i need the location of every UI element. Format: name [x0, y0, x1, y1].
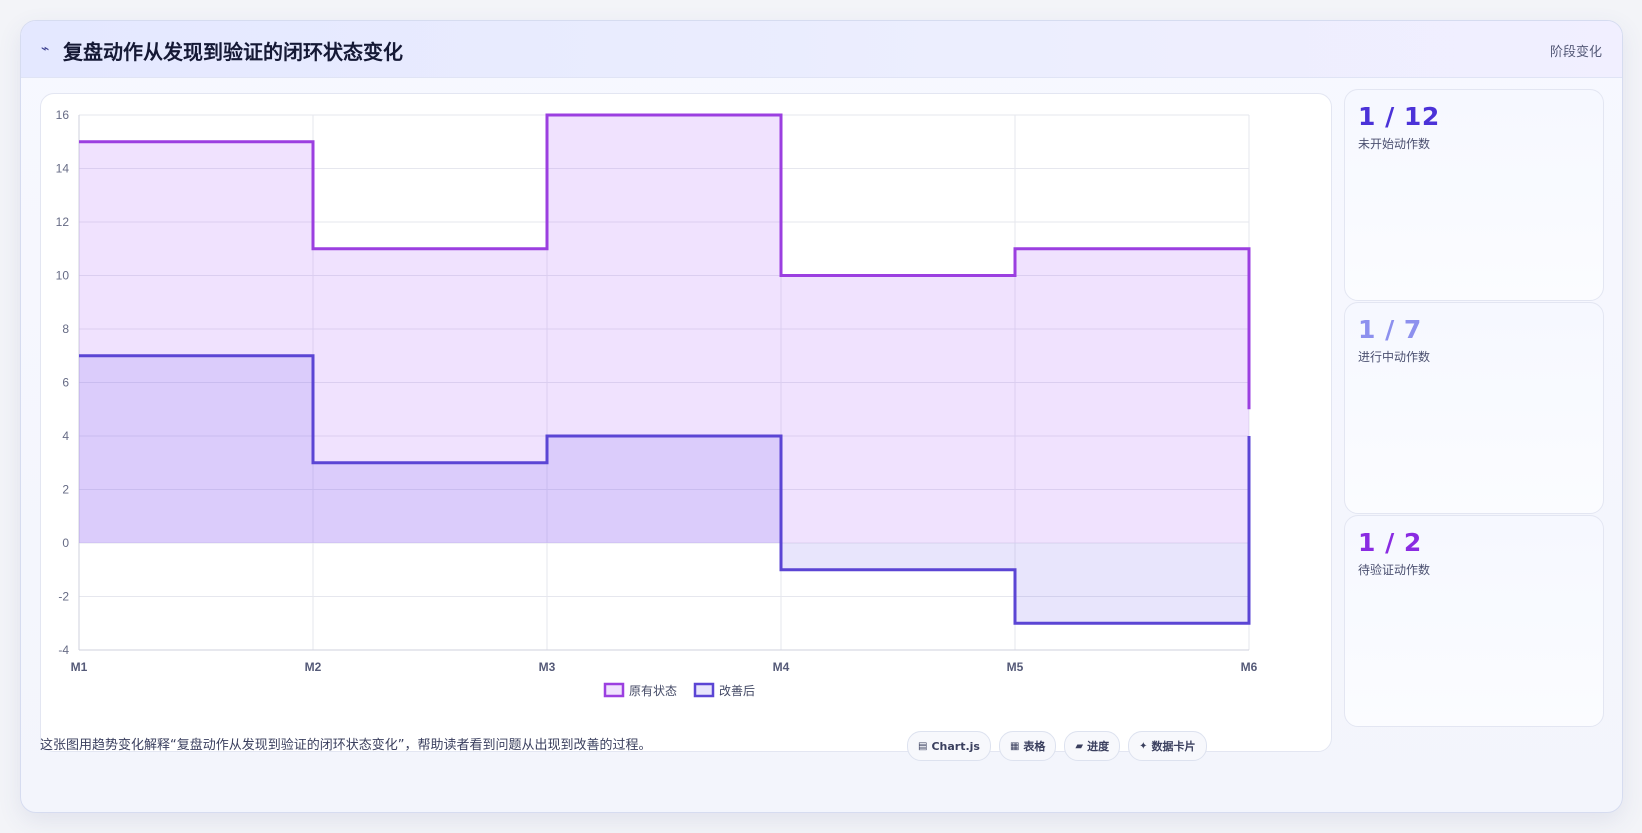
- y-tick-label: 16: [56, 108, 70, 122]
- chip-progress[interactable]: ▰ 进度: [1064, 731, 1121, 761]
- x-tick-label: M2: [305, 660, 322, 674]
- chart-card: ⌁ 复盘动作从发现到验证的闭环状态变化 阶段变化 -4 -2 0 2 4 6 8 10 12 14…: [20, 20, 1623, 813]
- stat-value: 1 / 12: [1358, 102, 1440, 131]
- stat-value: 1 / 2: [1358, 528, 1422, 557]
- legend-swatch: [603, 682, 625, 698]
- y-tick-label: 2: [62, 483, 69, 497]
- x-tick-label: M4: [773, 660, 790, 674]
- chip-label: 表格: [1023, 740, 1046, 753]
- step-area-chart: -4 -2 0 2 4 6 8 10 12 14 16 M1 M2 M3 M4 M5 M6 原有状态 改善后: [56, 108, 1258, 698]
- chip-bar: ▤ Chart.js ▦ 表格 ▰ 进度 ✦ 数据卡片: [907, 731, 1207, 761]
- series-line-0: [79, 113, 1251, 410]
- chart-line-icon: ⌁: [41, 41, 50, 57]
- chip-chartjs[interactable]: ▤ Chart.js: [907, 731, 991, 761]
- table-icon: ▦: [1009, 740, 1020, 752]
- y-tick-label: 6: [62, 376, 69, 390]
- chip-label: 数据卡片: [1151, 740, 1196, 753]
- chart-icon: ▤: [918, 740, 928, 752]
- card-title: 复盘动作从发现到验证的闭环状态变化: [63, 40, 403, 64]
- chart-panel: -4 -2 0 2 4 6 8 10 12 14 16 M1 M2 M3 M4 M5 M6 原有状态 改善后: [40, 93, 1332, 752]
- chip-label: Chart.js: [931, 739, 980, 753]
- stat-label: 待验证动作数: [1358, 563, 1431, 577]
- stat-card-pending-verify: 1 / 2 待验证动作数: [1344, 515, 1604, 727]
- x-tick-label: M5: [1007, 660, 1024, 674]
- y-tick-label: 0: [62, 536, 69, 550]
- series-area-0: [79, 115, 1249, 543]
- legend-label: 改善后: [719, 683, 755, 698]
- series-line-1: [79, 354, 1251, 625]
- stage-label: 阶段变化: [1549, 45, 1602, 60]
- x-tick-label: M1: [71, 660, 88, 674]
- stat-value: 1 / 7: [1358, 315, 1422, 344]
- y-tick-label: 10: [56, 269, 70, 283]
- stat-card-not-started: 1 / 12 未开始动作数: [1344, 89, 1604, 301]
- legend-label: 原有状态: [629, 684, 677, 698]
- card-header: ⌁ 复盘动作从发现到验证的闭环状态变化 阶段变化: [21, 21, 1622, 78]
- y-tick-label: 8: [62, 322, 69, 336]
- chip-table[interactable]: ▦ 表格: [998, 731, 1057, 761]
- stat-label: 未开始动作数: [1358, 137, 1431, 151]
- stat-label: 进行中动作数: [1358, 350, 1431, 364]
- chip-data-card[interactable]: ✦ 数据卡片: [1128, 731, 1207, 761]
- sparkle-icon: ✦: [1139, 740, 1148, 752]
- chart-description: 这张图用趋势变化解释“复盘动作从发现到验证的闭环状态变化”，帮助读者看到问题从出…: [40, 738, 652, 753]
- y-tick-label: -2: [58, 590, 69, 604]
- y-tick-label: 14: [56, 162, 70, 176]
- x-tick-label: M3: [539, 660, 556, 674]
- y-tick-label: 12: [56, 215, 70, 229]
- y-tick-label: -4: [58, 643, 69, 657]
- y-tick-label: 4: [62, 429, 69, 443]
- x-tick-label: M6: [1241, 660, 1258, 674]
- series-area-1: [79, 355, 1249, 624]
- legend-swatch: [693, 682, 715, 698]
- chip-label: 进度: [1087, 740, 1110, 753]
- progress-icon: ▰: [1075, 740, 1084, 752]
- stat-card-in-progress: 1 / 7 进行中动作数: [1344, 302, 1604, 514]
